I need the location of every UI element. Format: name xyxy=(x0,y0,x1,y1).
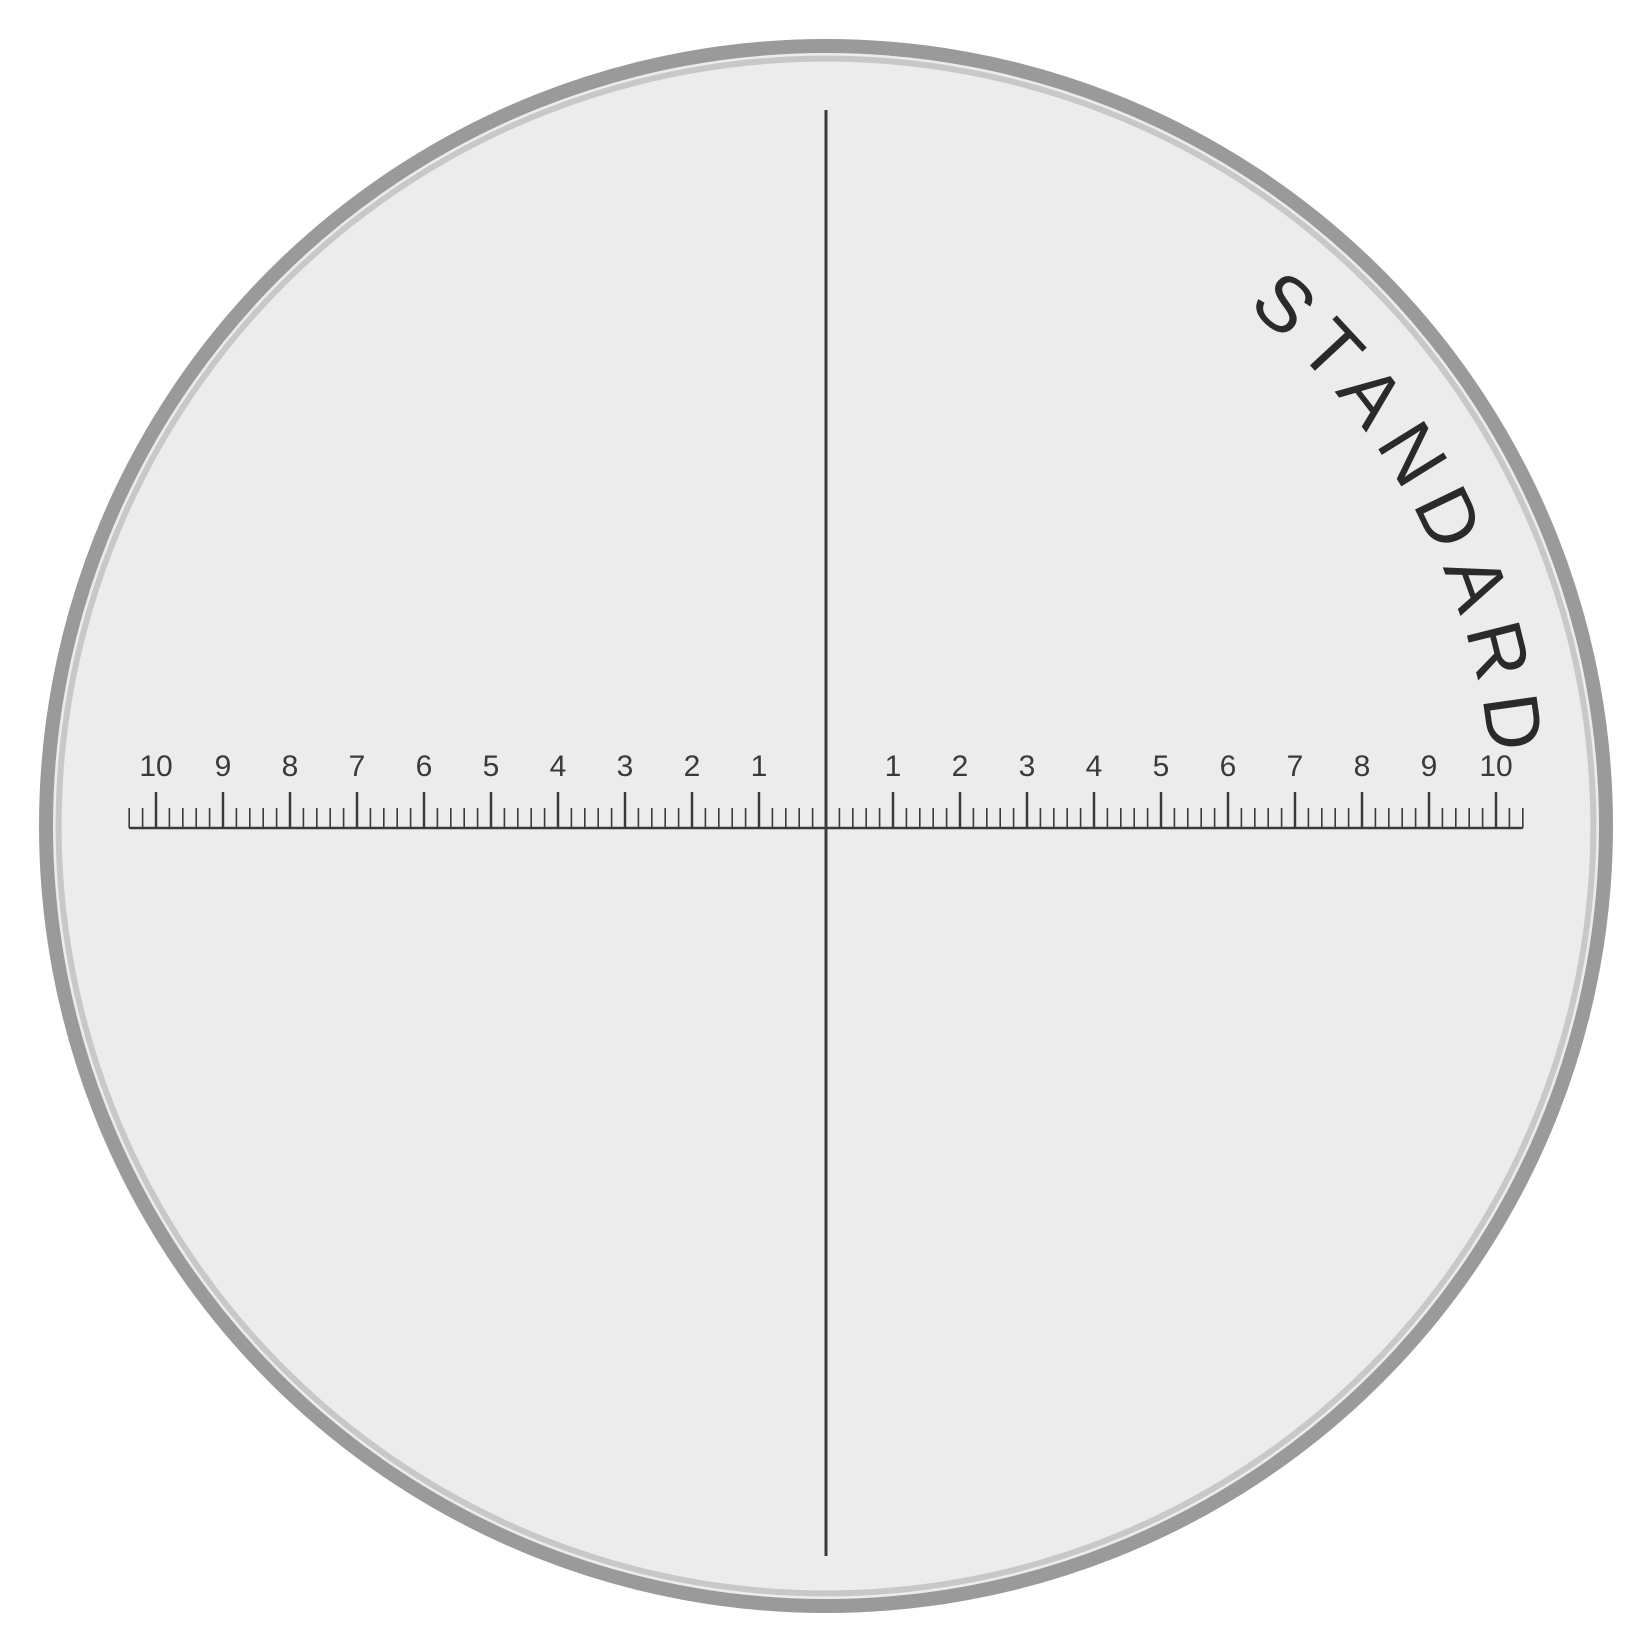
reticle-svg: STANDARD1098765432112345678910 xyxy=(0,0,1652,1652)
scale-label-left: 4 xyxy=(550,750,567,783)
scale-label-right: 5 xyxy=(1153,750,1170,783)
scale-label-left: 2 xyxy=(684,750,701,783)
scale-label-right: 3 xyxy=(1019,750,1036,783)
scale-label-right: 9 xyxy=(1421,750,1438,783)
scale-label-right: 6 xyxy=(1220,750,1237,783)
scale-label-left: 3 xyxy=(617,750,634,783)
reticle-stage: STANDARD1098765432112345678910 xyxy=(0,0,1652,1652)
scale-label-left: 5 xyxy=(483,750,500,783)
scale-label-right: 4 xyxy=(1086,750,1103,783)
scale-label-left: 9 xyxy=(215,750,232,783)
scale-label-right: 7 xyxy=(1287,750,1304,783)
scale-label-left: 6 xyxy=(416,750,433,783)
scale-label-left: 10 xyxy=(139,750,172,783)
scale-label-left: 7 xyxy=(349,750,366,783)
scale-label-right: 2 xyxy=(952,750,969,783)
scale-label-left: 8 xyxy=(282,750,299,783)
scale-label-right: 1 xyxy=(885,750,902,783)
scale-label-left: 1 xyxy=(751,750,768,783)
scale-label-right: 8 xyxy=(1354,750,1371,783)
scale-label-right: 10 xyxy=(1479,750,1512,783)
